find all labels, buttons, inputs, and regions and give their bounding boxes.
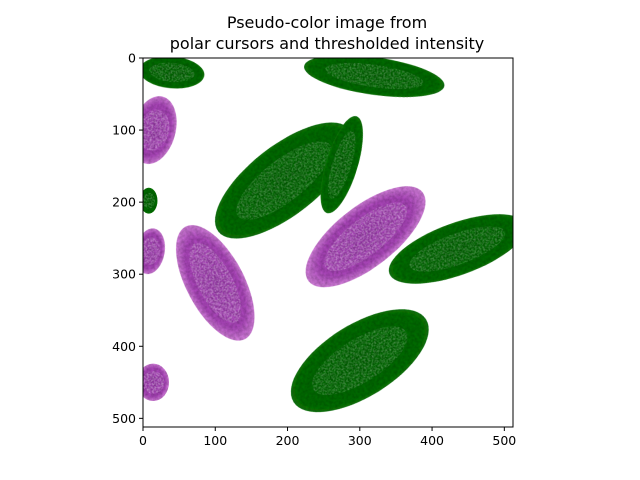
x-tick-label: 300 [348, 433, 372, 448]
threshold-speckles [312, 326, 408, 395]
threshold-speckles [149, 62, 195, 83]
x-tick-label: 200 [276, 433, 300, 448]
green-cell [388, 214, 513, 284]
x-axis: 0 100 200 300 400 500 [139, 427, 516, 448]
y-tick-label: 400 [112, 339, 136, 354]
y-tick-label: 200 [112, 195, 136, 210]
green-cell [143, 58, 205, 89]
magenta-cell [143, 96, 177, 164]
threshold-speckles [143, 371, 165, 394]
magenta-cell [176, 225, 255, 341]
magenta-cell [305, 186, 426, 288]
threshold-speckles [189, 242, 242, 323]
x-tick-label: 100 [203, 433, 227, 448]
image-plot-area [143, 58, 513, 427]
magenta-cell [143, 363, 170, 402]
x-tick-label: 400 [420, 433, 444, 448]
threshold-speckles [236, 141, 332, 220]
y-tick-label: 500 [112, 411, 136, 426]
threshold-speckles [409, 226, 506, 272]
y-tick-label: 100 [112, 123, 136, 138]
green-cell [320, 116, 363, 214]
threshold-speckles [327, 130, 356, 199]
x-tick-label: 500 [492, 433, 516, 448]
title-line-2: polar cursors and thresholded intensity [170, 34, 485, 53]
green-cell [290, 309, 429, 413]
magenta-cell [143, 228, 166, 274]
y-tick-label: 300 [112, 267, 136, 282]
green-cell [143, 187, 158, 214]
threshold-speckles [325, 62, 424, 90]
green-cell [304, 58, 445, 98]
y-axis: 0 100 200 300 400 500 [112, 51, 143, 426]
title-line-1: Pseudo-color image from [227, 13, 427, 32]
threshold-speckles [143, 237, 161, 265]
cells-layer [143, 58, 513, 413]
threshold-speckles [324, 202, 407, 272]
threshold-speckles [143, 192, 155, 209]
x-tick-label: 0 [139, 433, 147, 448]
threshold-speckles [143, 109, 170, 151]
green-cell [215, 122, 353, 239]
axes-frame [142, 57, 514, 428]
y-tick-label: 0 [128, 51, 136, 66]
